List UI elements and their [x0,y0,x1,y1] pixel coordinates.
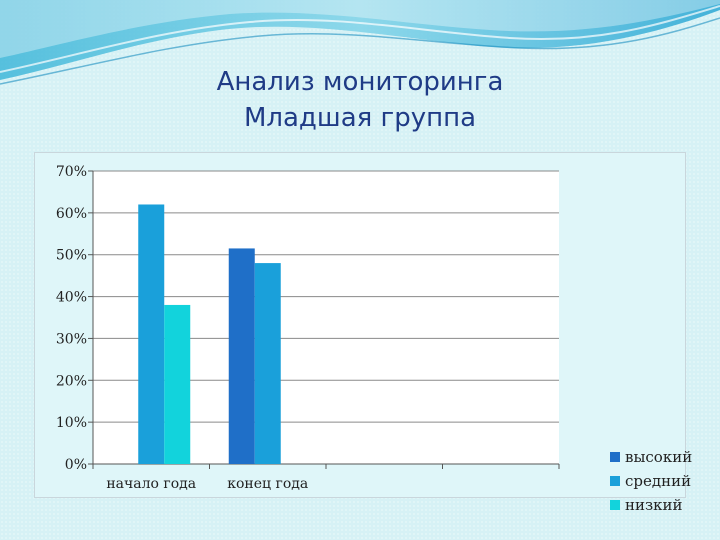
y-tick-label: 40% [56,290,87,306]
x-tick-label: конец года [227,476,308,492]
slide-title: Анализ мониторинга Младшая группа [0,64,720,136]
chart-legend: высокий средний низкий [610,445,692,517]
legend-item: средний [610,469,692,493]
y-tick-label: 60% [56,206,87,222]
y-tick-label: 10% [56,415,87,431]
legend-swatch [610,500,620,510]
bar-средний [138,204,165,464]
chart-container: 0% 10% 20% 30% 40% 50% 60% 70% начало года конец … [34,152,692,514]
bar-высокий [228,248,255,464]
y-tick-label: 0% [65,457,87,473]
y-tick-label: 70% [56,164,87,180]
legend-label: низкий [625,496,683,514]
title-line-1: Анализ мониторинга [216,67,504,97]
legend-swatch [610,476,620,486]
y-tick-label: 50% [56,248,87,264]
legend-item: низкий [610,493,692,517]
title-line-2: Младшая группа [243,103,477,133]
bar-средний [254,263,281,464]
bar-chart: 0% 10% 20% 30% 40% 50% 60% 70% начало года конец … [56,164,560,492]
legend-swatch [610,452,620,462]
y-tick-label: 20% [56,373,87,389]
legend-item: высокий [610,445,692,469]
legend-label: высокий [625,448,693,466]
x-tick-label: начало года [106,476,196,492]
y-tick-label: 30% [56,331,87,347]
legend-label: средний [625,472,692,490]
header-wave-decoration [0,0,720,85]
bar-низкий [164,304,191,464]
